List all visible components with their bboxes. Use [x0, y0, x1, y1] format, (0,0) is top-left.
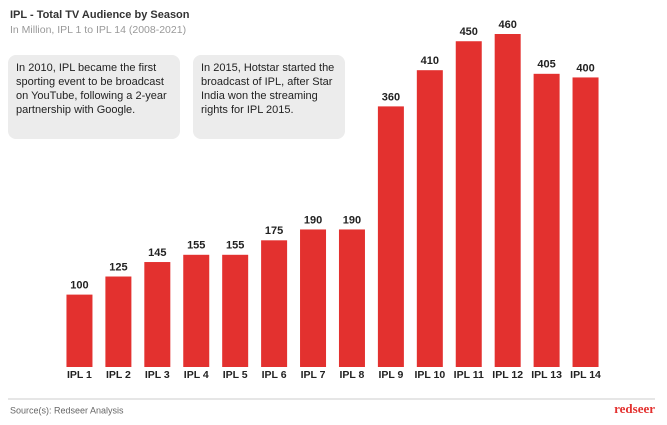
value-label: 190 [304, 214, 322, 226]
chart-title: IPL - Total TV Audience by Season [10, 9, 190, 21]
annotation: In 2010, IPL became the first sporting e… [8, 55, 180, 139]
bar [338, 229, 365, 367]
x-tick-label: IPL 11 [454, 369, 484, 381]
bar [183, 254, 210, 367]
value-label: 175 [265, 225, 283, 237]
value-label: 145 [148, 247, 166, 259]
x-tick-label: IPL 14 [570, 369, 601, 381]
bar [533, 73, 560, 367]
bar [222, 254, 249, 367]
x-tick-label: IPL 9 [378, 369, 403, 381]
bar [105, 276, 132, 367]
value-label: 190 [343, 214, 361, 226]
x-tick-label: IPL 13 [531, 369, 562, 381]
source: Source(s): Redseer Analysis [10, 405, 124, 415]
value-label: 400 [576, 62, 594, 74]
value-label: 125 [109, 261, 127, 273]
x-tick-label: IPL 8 [340, 369, 365, 381]
value-label: 360 [382, 91, 400, 103]
value-label: 155 [187, 240, 205, 252]
bar [416, 70, 443, 368]
bar [144, 262, 171, 367]
value-label: 155 [226, 240, 244, 252]
bar [377, 106, 404, 368]
x-tick-label: IPL 2 [106, 369, 131, 381]
value-label: 100 [70, 280, 88, 292]
x-tick-label: IPL 7 [301, 369, 326, 381]
value-label: 410 [421, 55, 439, 67]
x-tick-label: IPL 12 [492, 369, 523, 381]
bar [261, 240, 288, 367]
bar [66, 294, 93, 367]
annotation: In 2015, Hotstar started the broadcast o… [193, 55, 345, 139]
x-tick-label: IPL 10 [414, 369, 445, 381]
x-tick-label: IPL 1 [67, 369, 92, 381]
value-label: 460 [498, 19, 516, 31]
chart-subtitle: In Million, IPL 1 to IPL 14 (2008-2021) [10, 24, 186, 36]
bar [455, 41, 482, 367]
bar [300, 229, 327, 367]
bar [494, 34, 521, 367]
logo: redseer [614, 401, 655, 416]
bar [572, 77, 599, 367]
value-label: 405 [537, 59, 555, 71]
value-label: 450 [460, 26, 478, 38]
x-tick-label: IPL 3 [145, 369, 170, 381]
x-tick-label: IPL 4 [184, 369, 209, 381]
x-tick-label: IPL 5 [223, 369, 248, 381]
x-tick-label: IPL 6 [262, 369, 287, 381]
